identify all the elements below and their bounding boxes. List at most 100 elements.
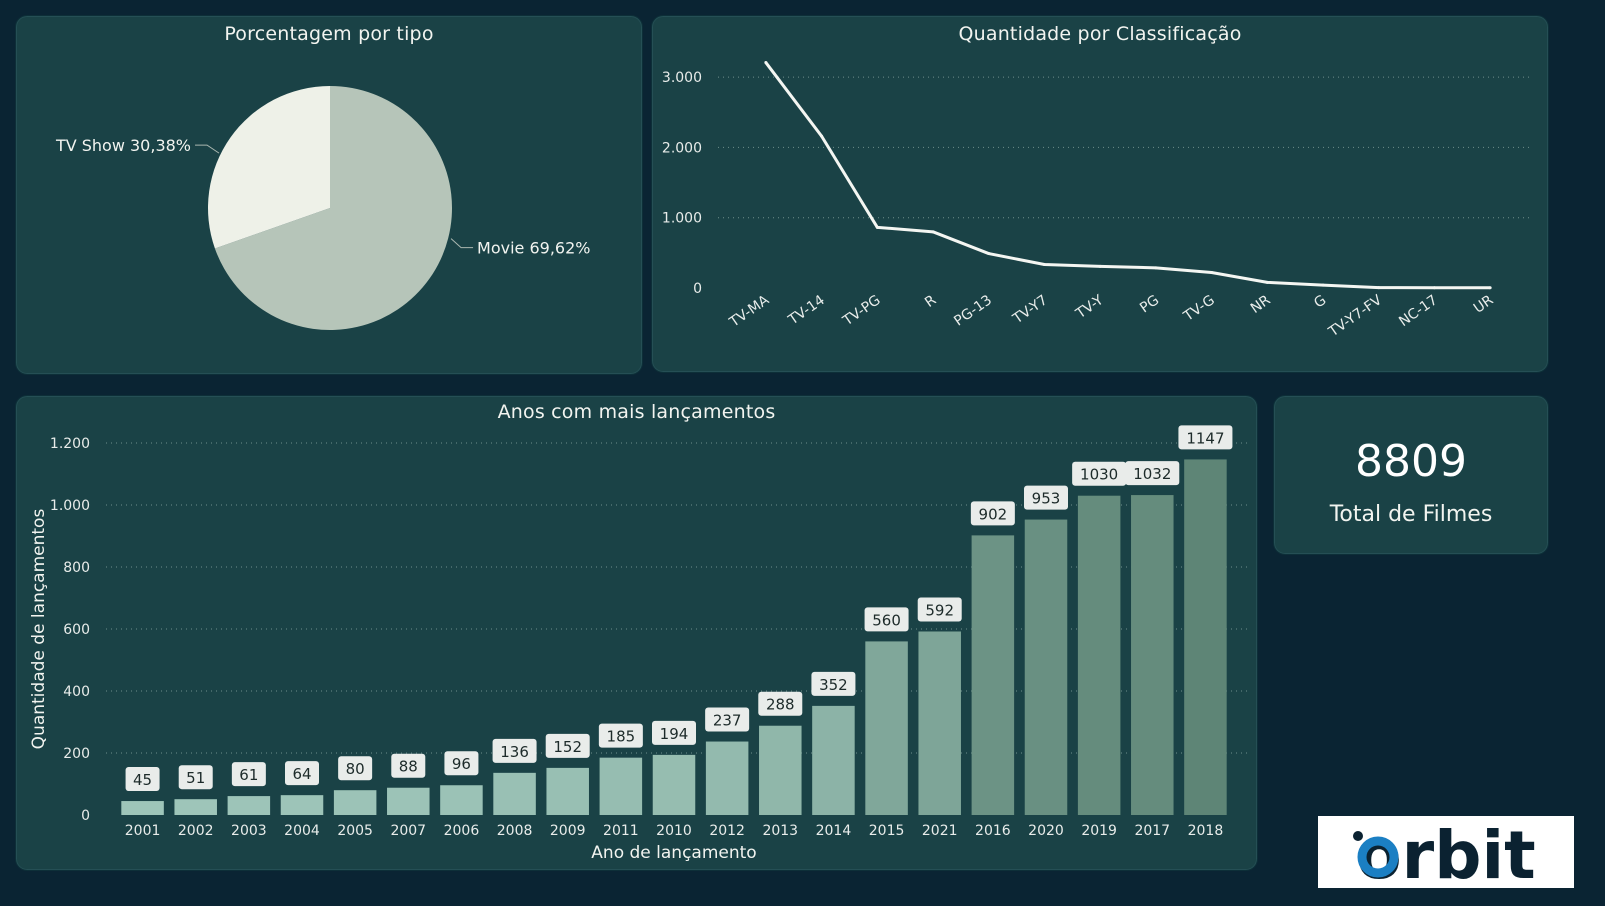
bar-data-label-box [811,671,856,696]
line-point [1488,286,1492,290]
line-point [931,230,935,234]
bar-data-label-box [231,762,266,787]
bar [971,535,1015,815]
bar-x-tick-label: 2008 [497,823,533,839]
bar [227,796,271,815]
kpi-value: 8809 [1355,436,1467,487]
pie-leader-tv-show [195,144,220,154]
bar-data-label: 51 [186,769,205,787]
bar-x-tick-label: 2012 [709,823,745,839]
bar-y-tick-label: 1.200 [50,436,90,452]
bar-data-label: 352 [819,676,848,694]
line-point [1321,283,1325,287]
kpi-card: 8809 Total de Filmes [1273,395,1549,555]
bar-x-tick-label: 2017 [1134,823,1170,839]
bar-x-tick-label: 2015 [869,823,905,839]
line-x-tick-label: TV-G [1180,292,1218,325]
bar-x-tick-label: 2003 [231,823,267,839]
bar-x-tick-label: 2016 [975,823,1011,839]
bar [493,772,536,815]
bar-data-label: 45 [133,771,152,789]
bar-data-label-box [705,707,750,732]
bar-data-label-box [285,761,319,786]
bar-data-label-box [178,765,213,790]
bar [599,757,643,815]
line-point [1098,264,1102,268]
bar-x-tick-label: 2005 [337,823,373,839]
bar-y-tick-label: 800 [63,560,90,576]
bar-x-tick-label: 2001 [125,823,161,839]
pie-label-movie: Movie 69,62% [477,239,590,258]
bar-data-label: 194 [660,725,689,743]
bar-x-axis-title: Ano de lançamento [591,843,756,863]
line-x-tick-label: TV-14 [785,292,828,329]
bar-data-label: 96 [452,755,471,773]
bar [546,767,589,815]
bar-data-label-box [444,751,479,776]
line-chart: 0 1.000 2.000 3.000 TV-MA TV-14 TV-PG R PG-13 TV-… [662,61,1532,341]
bar [280,795,324,815]
bar-y-tick-label: 200 [63,746,90,762]
bar [1184,459,1227,815]
bar-data-label-box [1024,485,1068,510]
bar-x-tick-label: 2011 [603,823,639,839]
bar-data-label: 185 [607,728,636,746]
bar-data-label: 61 [239,766,258,784]
orbit-logo-image: orbit [1353,817,1536,894]
bar-data-label: 1147 [1186,429,1224,447]
line-y-tick-label: 0 [693,281,702,297]
line-point [1265,280,1269,284]
bar-data-label: 1030 [1080,466,1118,484]
line-x-tick-label: NR [1248,292,1274,317]
bar-x-tick-label: 2002 [178,823,214,839]
line-point [1377,286,1381,290]
line-x-tick-label: UR [1471,292,1497,317]
line-point [1154,266,1158,270]
bar-data-label: 592 [925,601,954,619]
bar-data-label-box [864,607,909,632]
bar-y-tick-label: 600 [63,622,90,638]
bar [1024,519,1068,815]
bar-x-tick-label: 2021 [922,823,958,839]
bar-x-tick-label: 2010 [656,823,692,839]
bar-x-tick-label: 2009 [550,823,586,839]
pie-chart-title: Porcentagem por tipo [224,23,434,45]
line-x-tick-label: NC-17 [1396,292,1441,330]
bar [918,631,961,815]
bar-data-label: 64 [292,765,311,783]
line-x-tick-label: TV-PG [839,292,883,330]
orbit-logo: orbit [1318,816,1574,894]
bar-data-label-box [1072,461,1127,486]
bar-data-label: 152 [553,738,582,756]
line-x-tick-label: R [922,292,939,311]
bar-data-label: 1032 [1133,465,1171,483]
bar [865,641,908,815]
bar-data-label: 80 [346,760,365,778]
line-x-tick-label: PG-13 [951,292,995,329]
pie-chart: TV Show 30,38% Movie 69,62% [55,86,591,330]
line-x-tick-label: TV-Y7 [1009,292,1050,328]
line-x-tick-label: TV-Y [1072,292,1106,323]
kpi-label: Total de Filmes [1329,502,1493,527]
bar-y-axis-title: Quantidade de lançamentos [29,509,49,750]
bar-data-label: 953 [1032,490,1061,508]
line-y-tick-label: 1.000 [662,211,702,227]
bar [440,785,483,815]
bar-chart-title: Anos com mais lançamentos [497,401,776,423]
bar-data-label: 136 [500,743,529,761]
bar-data-label-box [758,691,803,716]
line-panel: Quantidade por Classificação 0 1.000 2.000… [651,15,1549,373]
bar-x-tick-label: 2006 [444,823,480,839]
bar-data-label-box [391,753,426,778]
bar-data-label-box [652,720,696,745]
bar-data-label-box [492,738,537,763]
bar-data-label-box [338,756,373,781]
line-y-tick-label: 2.000 [662,140,702,156]
line-point [1210,271,1214,275]
bar-x-tick-label: 2013 [762,823,798,839]
bar-data-label-box [970,501,1015,526]
line-x-tick-label: G [1311,292,1329,311]
bar-data-label: 88 [399,758,418,776]
bar-chart: 0 200 400 600 800 1.000 1.200 45 2001 51 2002 61 200… [29,425,1248,863]
pie-label-tv-show: TV Show 30,38% [55,136,191,155]
